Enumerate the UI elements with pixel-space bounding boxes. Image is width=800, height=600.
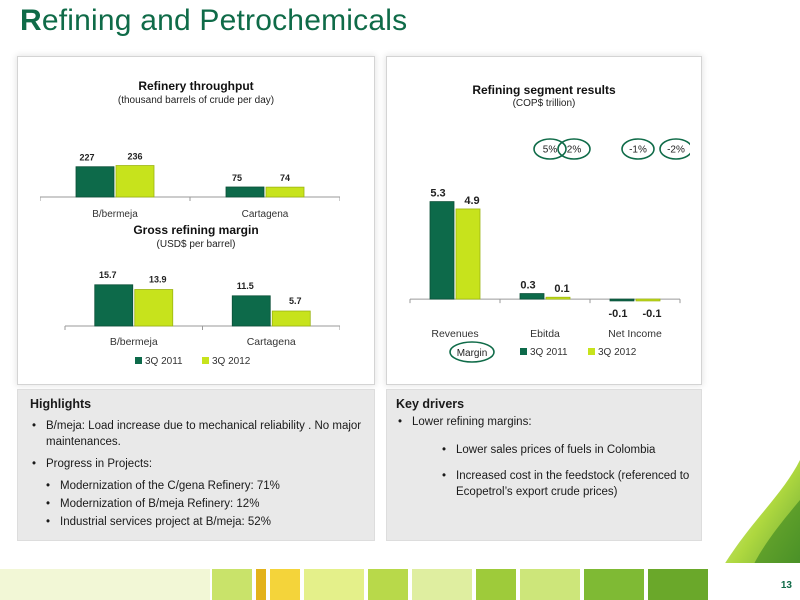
- category-label: Ebitda: [530, 328, 560, 340]
- legend-swatch-2011: [520, 348, 527, 355]
- segment-title: Refining segment results: [472, 83, 616, 97]
- margin-subtitle: (USD$ per barrel): [156, 239, 236, 250]
- annotation-ellipse: [659, 138, 690, 160]
- data-label: 236: [127, 152, 142, 162]
- driver-sub-1: Lower sales prices of fuels in Colombia: [440, 442, 696, 458]
- category-label: Net Income: [608, 328, 662, 340]
- footer-stripes: [0, 563, 800, 600]
- margin-title: Gross refining margin: [133, 223, 259, 237]
- bar-3q-2012-0: [134, 289, 174, 327]
- category-label: B/bermeja: [92, 209, 138, 220]
- annotation-label: -1%: [629, 145, 647, 156]
- highlight-bullet-1: B/meja: Load increase due to mechanical …: [30, 418, 364, 450]
- annotation-label: -2%: [667, 145, 685, 156]
- highlight-sub-2: Modernization of B/meja Refinery: 12%: [44, 496, 364, 512]
- bar-3q-2011-1: [225, 186, 265, 198]
- data-label: 15.7: [99, 270, 117, 280]
- bar-3q-2012-1: [265, 186, 305, 198]
- legend-swatch-2011: [135, 357, 142, 364]
- segment-subtitle: (COP$ trillion): [512, 98, 576, 109]
- data-label: -0.1: [643, 308, 662, 320]
- bar-3q-2011-2: [609, 298, 635, 302]
- throughput-title: Refinery throughput: [138, 79, 254, 93]
- drivers-block: Key drivers Lower refining margins: Lowe…: [396, 396, 696, 510]
- highlight-bullet-2: Progress in Projects:: [30, 456, 364, 472]
- bar-3q-2012-2: [635, 298, 661, 302]
- bar-3q-2012-0: [115, 165, 155, 198]
- bar-3q-2012-1: [271, 310, 311, 327]
- bar-3q-2012-1: [545, 296, 571, 300]
- margin-ellipse: [449, 341, 495, 363]
- bar-3q-2011-1: [231, 295, 271, 327]
- category-label: Revenues: [431, 328, 478, 340]
- data-label: 75: [232, 173, 242, 183]
- legend-label-2011: 3Q 2011: [145, 356, 183, 367]
- data-label: 5.3: [430, 188, 445, 200]
- refining-segment-results-chart: 5.3 4.9 Revenues 0.3 0.1 Ebitda -0.1 -0.1 Net In…: [409, 138, 690, 363]
- bar-3q-2011-0: [429, 201, 455, 300]
- page-number: 13: [780, 580, 792, 591]
- data-label: -0.1: [609, 308, 628, 320]
- legend-swatch-2012: [588, 348, 595, 355]
- bar-3q-2011-0: [75, 166, 115, 198]
- refinery-throughput-chart: 227 236 B/bermeja 75 74 Cartagena: [40, 152, 340, 220]
- drivers-heading: Key drivers: [396, 397, 465, 411]
- driver-bullet-1: Lower refining margins:: [396, 414, 696, 430]
- highlight-sub-3: Industrial services project at B/meja: 5…: [44, 514, 364, 530]
- category-label: B/bermeja: [110, 336, 158, 348]
- legend-swatch-2012: [202, 357, 209, 364]
- highlight-sub-1: Modernization of the C/gena Refinery: 71…: [44, 478, 364, 494]
- annotation-label: 2%: [567, 145, 582, 156]
- annotation-label: 5%: [543, 145, 558, 156]
- page-title: Refining and Petrochemicals: [20, 4, 408, 37]
- legend-label-2012: 3Q 2012: [212, 356, 251, 367]
- category-label: Cartagena: [242, 209, 289, 220]
- highlights-block: Highlights B/meja: Load increase due to …: [30, 396, 364, 532]
- data-label: 0.1: [554, 283, 569, 295]
- throughput-subtitle: (thousand barrels of crude per day): [117, 95, 275, 106]
- data-label: 0.3: [520, 280, 535, 292]
- bar-3q-2011-0: [94, 284, 134, 327]
- legend-label-2011: 3Q 2011: [530, 347, 568, 358]
- legend-label-2012: 3Q 2012: [598, 347, 637, 358]
- annotation-ellipse: [621, 138, 655, 160]
- left-chart-panel: [18, 57, 374, 384]
- annotation-ellipse: [533, 138, 567, 160]
- bar-3q-2011-1: [519, 293, 545, 300]
- data-label: 227: [79, 153, 94, 163]
- data-label: 4.9: [464, 195, 479, 207]
- data-label: 11.5: [237, 281, 254, 291]
- bar-3q-2012-0: [455, 208, 481, 300]
- category-label: Cartagena: [247, 336, 296, 348]
- annotation-ellipse: [557, 138, 591, 160]
- data-label: 13.9: [149, 275, 167, 285]
- margin-label: Margin: [457, 348, 488, 359]
- driver-sub-2: Increased cost in the feedstock (referen…: [440, 468, 696, 500]
- gross-refining-margin-chart: 15.7 13.9 B/bermeja 11.5 5.7 Cartagena 3Q 2011…: [64, 270, 340, 367]
- data-label: 74: [280, 173, 290, 183]
- data-label: 5.7: [289, 296, 302, 306]
- highlights-heading: Highlights: [30, 397, 92, 411]
